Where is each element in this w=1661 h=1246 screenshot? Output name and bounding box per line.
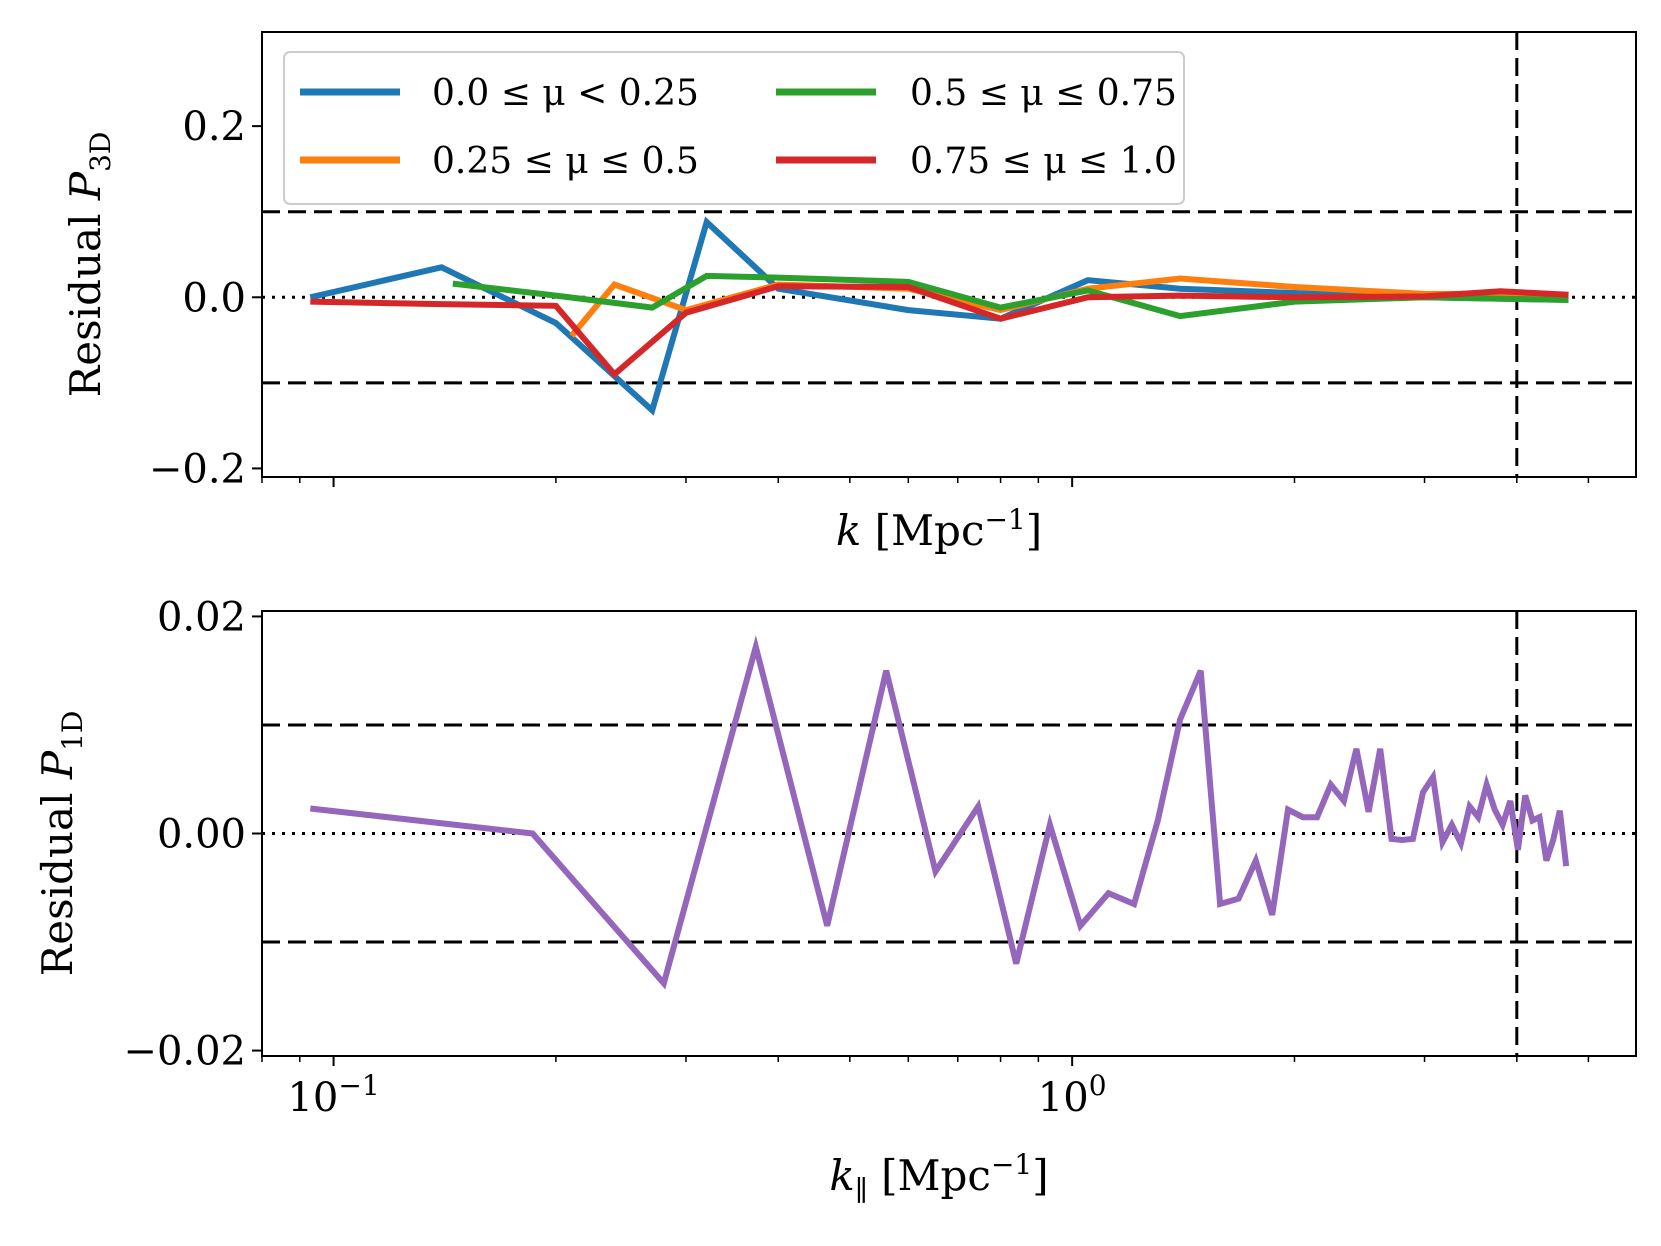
- top-x-axis-title: k [Mpc−1]: [836, 503, 1042, 555]
- bottom-panel: 0.02 0.00 −0.02 10−1 100 k∥ [Mpc−1] Residual P…: [33, 594, 1637, 1207]
- top-panel: 0.2 0.0 −0.2 k [Mpc−1] Residual P3D 0.0 ≤ μ <…: [61, 31, 1637, 555]
- top-y-tick-label-1: 0.0: [182, 275, 246, 321]
- bottom-y-axis-title: Residual P1D: [33, 711, 89, 977]
- legend-label-3: 0.75 ≤ μ ≤ 1.0: [910, 141, 1177, 182]
- top-y-axis-title: Residual P3D: [61, 132, 117, 398]
- legend-box: [283, 51, 1185, 205]
- top-series-3: [310, 283, 1569, 379]
- legend-label-2: 0.5 ≤ μ ≤ 0.75: [910, 73, 1177, 114]
- top-plot-frame: [261, 31, 1637, 478]
- bottom-y-tick-label-1: 0.00: [157, 812, 246, 858]
- bottom-y-tick-label-2: −0.02: [123, 1029, 246, 1075]
- bottom-plot-frame: [261, 610, 1637, 1057]
- top-y-tick-label-2: −0.2: [149, 446, 246, 492]
- legend-label-1: 0.25 ≤ μ ≤ 0.5: [432, 141, 699, 182]
- bottom-x-tick-label-1: 100: [1038, 1069, 1107, 1121]
- bottom-series-0: [309, 635, 1570, 990]
- bottom-x-tick-label-0: 10−1: [287, 1069, 379, 1121]
- top-y-tick-label-0: 0.2: [182, 104, 246, 150]
- legend: 0.0 ≤ μ < 0.25 0.25 ≤ μ ≤ 0.5 0.5 ≤ μ ≤ 0.…: [283, 51, 1185, 205]
- legend-label-0: 0.0 ≤ μ < 0.25: [432, 73, 699, 114]
- bottom-x-axis-title: k∥ [Mpc−1]: [829, 1148, 1048, 1207]
- bottom-y-tick-label-0: 0.02: [157, 594, 246, 640]
